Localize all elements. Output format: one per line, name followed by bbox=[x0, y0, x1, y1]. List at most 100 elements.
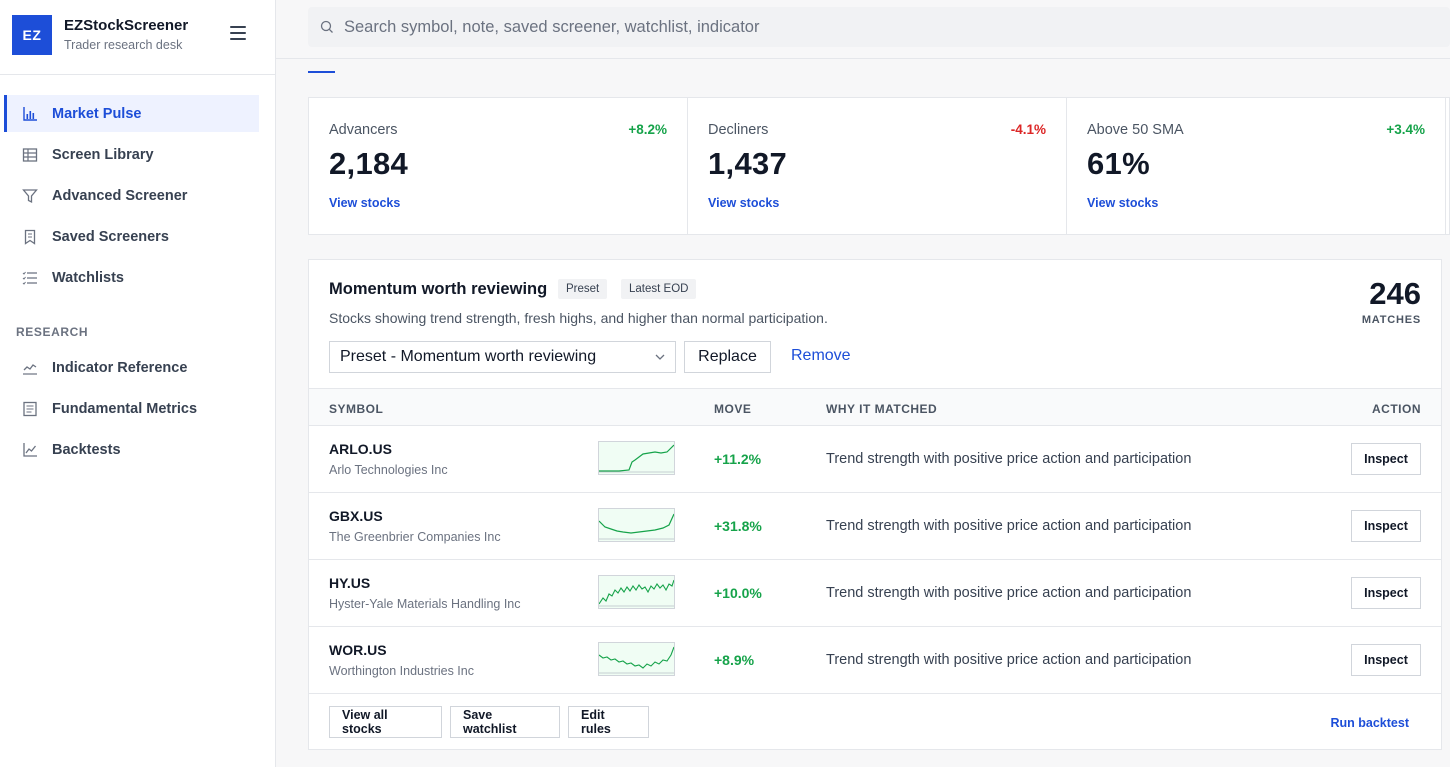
stat-value: 2,184 bbox=[329, 146, 409, 181]
edit-rules-button[interactable]: Edit rules bbox=[568, 706, 649, 738]
screener-select-value: Preset - Momentum worth reviewing bbox=[340, 348, 597, 365]
sparkline-chart bbox=[598, 508, 675, 542]
column-why-matched: WHY IT MATCHED bbox=[826, 402, 938, 416]
research-nav: Indicator Reference Fundamental Metrics … bbox=[0, 349, 275, 472]
row-move: +31.8% bbox=[714, 518, 762, 534]
row-company: The Greenbrier Companies Inc bbox=[329, 530, 501, 544]
inspect-button[interactable]: Inspect bbox=[1351, 644, 1421, 676]
hamburger-menu-icon[interactable] bbox=[230, 26, 250, 44]
table-row[interactable]: WOR.US Worthington Industries Inc +8.9% … bbox=[309, 626, 1441, 693]
main-nav: Market Pulse Screen Library Advanced Scr… bbox=[0, 95, 275, 300]
run-backtest-link[interactable]: Run backtest bbox=[1330, 716, 1410, 730]
row-move: +11.2% bbox=[714, 451, 762, 467]
row-why-matched: Trend strength with positive price actio… bbox=[826, 585, 1192, 601]
matches-count: 246 bbox=[1369, 276, 1421, 311]
row-symbol[interactable]: GBX.US bbox=[329, 508, 383, 524]
list-icon bbox=[22, 270, 38, 286]
document-icon bbox=[22, 401, 38, 417]
view-stocks-link[interactable]: View stocks bbox=[1087, 196, 1159, 210]
row-company: Hyster-Yale Materials Handling Inc bbox=[329, 597, 521, 611]
sidebar-item-saved-screeners[interactable]: Saved Screeners bbox=[4, 218, 259, 255]
sidebar-item-label: Screen Library bbox=[52, 146, 154, 163]
row-why-matched: Trend strength with positive price actio… bbox=[826, 652, 1192, 668]
table-row[interactable]: ARLO.US Arlo Technologies Inc +11.2% Tre… bbox=[309, 425, 1441, 492]
screener-title: Momentum worth reviewing bbox=[329, 280, 548, 298]
row-why-matched: Trend strength with positive price actio… bbox=[826, 518, 1192, 534]
preset-tag: Preset bbox=[558, 279, 608, 299]
search-input[interactable] bbox=[344, 17, 1244, 37]
sidebar-item-market-pulse[interactable]: Market Pulse bbox=[4, 95, 259, 132]
bookmark-icon bbox=[22, 229, 38, 245]
line-chart-icon bbox=[22, 442, 38, 458]
sidebar-item-label: Watchlists bbox=[52, 269, 124, 286]
row-symbol[interactable]: ARLO.US bbox=[329, 441, 392, 457]
filter-icon bbox=[22, 188, 38, 204]
sidebar-item-backtests[interactable]: Backtests bbox=[4, 431, 259, 468]
chevron-down-icon bbox=[653, 350, 667, 364]
matches-label: MATCHES bbox=[1361, 314, 1421, 326]
stat-card-advancers: Advancers +8.2% 2,184 View stocks bbox=[309, 98, 688, 234]
remove-button[interactable]: Remove bbox=[791, 347, 851, 364]
stat-change: -4.1% bbox=[1010, 122, 1046, 137]
sparkline-chart bbox=[598, 575, 675, 609]
stat-change: +3.4% bbox=[1386, 122, 1425, 137]
inspect-button[interactable]: Inspect bbox=[1351, 577, 1421, 609]
row-move: +10.0% bbox=[714, 585, 762, 601]
view-stocks-link[interactable]: View stocks bbox=[708, 196, 780, 210]
screener-select[interactable]: Preset - Momentum worth reviewing bbox=[329, 341, 676, 373]
screener-panel: Momentum worth reviewing Preset Latest E… bbox=[308, 259, 1442, 750]
sidebar-item-label: Indicator Reference bbox=[52, 359, 188, 376]
row-company: Worthington Industries Inc bbox=[329, 664, 474, 678]
stat-card-above-50-sma: Above 50 SMA +3.4% 61% View stocks bbox=[1067, 98, 1446, 234]
row-symbol[interactable]: HY.US bbox=[329, 575, 371, 591]
stat-label: Above 50 SMA bbox=[1087, 122, 1184, 138]
view-stocks-link[interactable]: View stocks bbox=[329, 196, 401, 210]
latest-eod-tag: Latest EOD bbox=[621, 279, 697, 299]
table-row[interactable]: GBX.US The Greenbrier Companies Inc +31.… bbox=[309, 492, 1441, 559]
view-all-stocks-button[interactable]: View all stocks bbox=[329, 706, 442, 738]
search-icon bbox=[320, 20, 334, 34]
sidebar-item-label: Backtests bbox=[52, 441, 121, 458]
stat-change: +8.2% bbox=[628, 122, 667, 137]
sidebar: EZ EZStockScreener Trader research desk … bbox=[0, 0, 276, 767]
sparkline-chart bbox=[598, 642, 675, 676]
sidebar-item-screen-library[interactable]: Screen Library bbox=[4, 136, 259, 173]
stat-value: 1,437 bbox=[708, 146, 788, 181]
brand-name: EZStockScreener bbox=[64, 17, 189, 34]
inspect-button[interactable]: Inspect bbox=[1351, 443, 1421, 475]
sidebar-item-watchlists[interactable]: Watchlists bbox=[4, 259, 259, 296]
sidebar-item-label: Market Pulse bbox=[52, 105, 142, 122]
brand-header: EZ EZStockScreener Trader research desk bbox=[0, 0, 275, 75]
sidebar-item-fundamental-metrics[interactable]: Fundamental Metrics bbox=[4, 390, 259, 427]
brand-logo[interactable]: EZ bbox=[12, 15, 52, 55]
sidebar-item-label: Fundamental Metrics bbox=[52, 400, 198, 417]
row-why-matched: Trend strength with positive price actio… bbox=[826, 451, 1192, 467]
brand-subtitle: Trader research desk bbox=[64, 38, 183, 52]
stat-label: Advancers bbox=[329, 122, 398, 138]
table-row[interactable]: HY.US Hyster-Yale Materials Handling Inc… bbox=[309, 559, 1441, 626]
stat-label: Decliners bbox=[708, 122, 769, 138]
column-action: ACTION bbox=[1372, 402, 1421, 416]
stat-value: 61% bbox=[1087, 146, 1150, 181]
inspect-button[interactable]: Inspect bbox=[1351, 510, 1421, 542]
indicator-chart-icon bbox=[22, 360, 38, 376]
research-section-label: RESEARCH bbox=[16, 325, 89, 339]
replace-button[interactable]: Replace bbox=[684, 341, 771, 373]
sparkline-chart bbox=[598, 441, 675, 475]
column-symbol: SYMBOL bbox=[329, 402, 384, 416]
row-move: +8.9% bbox=[714, 652, 755, 668]
row-symbol[interactable]: WOR.US bbox=[329, 642, 387, 658]
stat-card-decliners: Decliners -4.1% 1,437 View stocks bbox=[688, 98, 1067, 234]
screener-description: Stocks showing trend strength, fresh hig… bbox=[329, 310, 828, 326]
active-tab-indicator bbox=[308, 71, 335, 73]
table-header: SYMBOL MOVE WHY IT MATCHED ACTION bbox=[309, 388, 1441, 426]
sidebar-item-indicator-reference[interactable]: Indicator Reference bbox=[4, 349, 259, 386]
header-divider bbox=[276, 58, 1450, 59]
sidebar-item-label: Saved Screeners bbox=[52, 228, 169, 245]
column-move: MOVE bbox=[714, 402, 752, 416]
row-company: Arlo Technologies Inc bbox=[329, 463, 448, 477]
save-watchlist-button[interactable]: Save watchlist bbox=[450, 706, 560, 738]
screener-footer: View all stocks Save watchlist Edit rule… bbox=[309, 693, 1441, 749]
sidebar-item-advanced-screener[interactable]: Advanced Screener bbox=[4, 177, 259, 214]
search-bar[interactable] bbox=[308, 7, 1450, 47]
